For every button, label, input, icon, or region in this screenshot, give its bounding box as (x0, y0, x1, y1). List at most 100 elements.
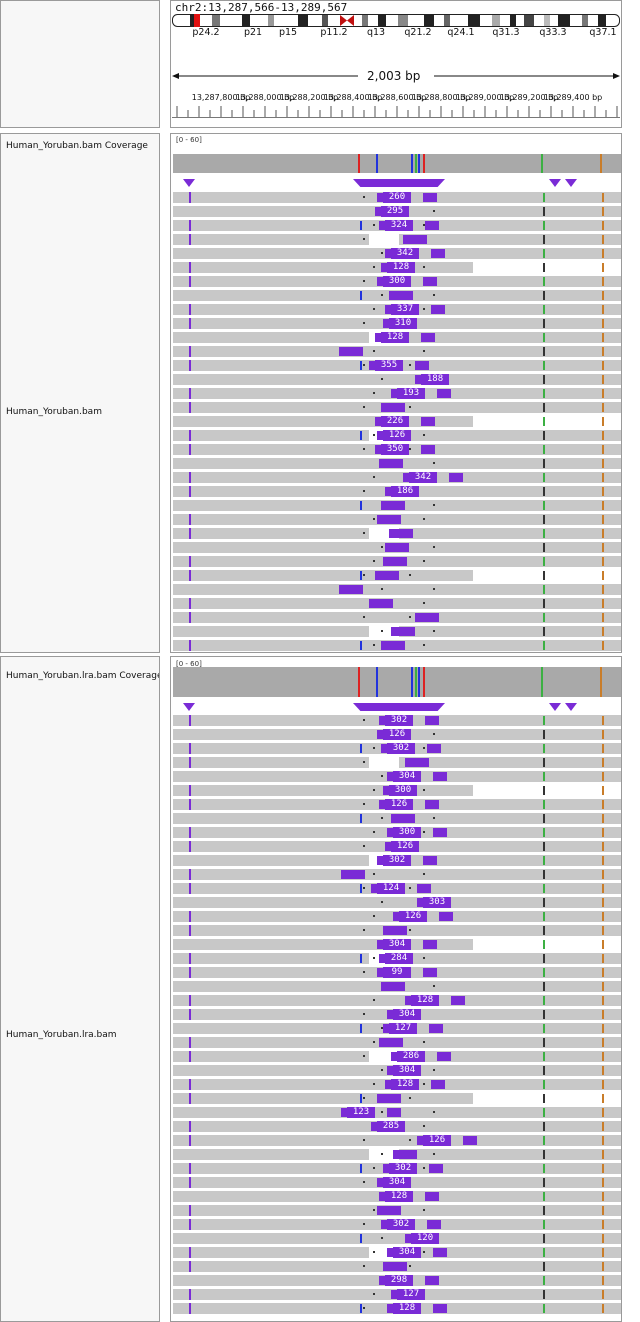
read-row[interactable]: 342 (173, 472, 621, 483)
coverage-track-label[interactable]: Human_Yoruban.bam Coverage (6, 141, 148, 151)
read-row[interactable] (173, 556, 621, 567)
read-row[interactable]: 126 (173, 911, 621, 922)
read-row[interactable]: 124 (173, 883, 621, 894)
insertion-marker (189, 262, 191, 273)
read-row[interactable]: 126 (173, 729, 621, 740)
data-panel-1[interactable]: [0 - 60] 260 295 324 342 128 300 337 310 128 355 1… (170, 133, 622, 653)
alignment-track-label[interactable]: Human_Yoruban.lra.bam (6, 1030, 117, 1040)
read-row[interactable]: 126 (173, 430, 621, 441)
read-row[interactable] (173, 1261, 621, 1272)
read-row[interactable]: 128 (173, 332, 621, 343)
read-row[interactable]: 304 (173, 1247, 621, 1258)
read-row[interactable]: 126 (173, 799, 621, 810)
read-row[interactable] (173, 598, 621, 609)
read-row[interactable]: 302 (173, 1219, 621, 1230)
mismatch-dot (373, 434, 375, 436)
insertion-cluster-icon (353, 703, 445, 711)
read-row[interactable]: 128 (173, 1079, 621, 1090)
read-row[interactable]: 302 (173, 743, 621, 754)
read-row[interactable]: 342 (173, 248, 621, 259)
read-row[interactable] (173, 514, 621, 525)
read-row[interactable]: 324 (173, 220, 621, 231)
read-row[interactable]: 337 (173, 304, 621, 315)
read-row[interactable] (173, 528, 621, 539)
read-row[interactable]: 128 (173, 1191, 621, 1202)
read-row[interactable] (173, 402, 621, 413)
read-row[interactable] (173, 757, 621, 768)
read-row[interactable]: 304 (173, 771, 621, 782)
read-row[interactable] (173, 542, 621, 553)
read-row[interactable]: 186 (173, 486, 621, 497)
read-row[interactable]: 128 (173, 995, 621, 1006)
read-row[interactable] (173, 500, 621, 511)
read-row[interactable]: 128 (173, 262, 621, 273)
read-row[interactable]: 193 (173, 388, 621, 399)
read-row[interactable]: 303 (173, 897, 621, 908)
coverage-track[interactable] (173, 154, 621, 173)
read-row[interactable] (173, 813, 621, 824)
data-panel-2[interactable]: [0 - 60] 302 126 302 304 300 126 300 126 302 124 3… (170, 656, 622, 1322)
read-row[interactable]: 302 (173, 855, 621, 866)
read-row[interactable] (173, 1205, 621, 1216)
read-segment (173, 939, 473, 950)
chromosome-ideogram[interactable] (172, 14, 620, 27)
read-row[interactable] (173, 290, 621, 301)
read-row[interactable]: 298 (173, 1275, 621, 1286)
read-row[interactable] (173, 612, 621, 623)
read-row[interactable]: 300 (173, 827, 621, 838)
read-row[interactable]: 120 (173, 1233, 621, 1244)
read-row[interactable] (173, 234, 621, 245)
read-row[interactable]: 302 (173, 1163, 621, 1174)
read-row[interactable] (173, 570, 621, 581)
read-row[interactable] (173, 1149, 621, 1160)
read-row[interactable]: 300 (173, 276, 621, 287)
ruler-position-label: 13,288,000 bp (235, 93, 295, 102)
read-row[interactable]: 126 (173, 1135, 621, 1146)
read-row[interactable]: 127 (173, 1289, 621, 1300)
read-row[interactable]: 285 (173, 1121, 621, 1132)
read-row[interactable]: 126 (173, 841, 621, 852)
read-row[interactable]: 99 (173, 967, 621, 978)
read-row[interactable]: 350 (173, 444, 621, 455)
insertion-marker (189, 1093, 191, 1104)
read-row[interactable]: 226 (173, 416, 621, 427)
read-row[interactable]: 310 (173, 318, 621, 329)
read-row[interactable]: 355 (173, 360, 621, 371)
read-row[interactable]: 304 (173, 1177, 621, 1188)
snv-mark (360, 431, 362, 440)
read-row[interactable] (173, 626, 621, 637)
coverage-track[interactable] (173, 667, 621, 697)
alignment-track-label[interactable]: Human_Yoruban.bam (6, 407, 102, 417)
read-row[interactable]: 127 (173, 1023, 621, 1034)
read-row[interactable]: 304 (173, 939, 621, 950)
read-row[interactable]: 302 (173, 715, 621, 726)
read-row[interactable]: 188 (173, 374, 621, 385)
mismatch-dot (433, 462, 435, 464)
mismatch-dot (433, 733, 435, 735)
read-row[interactable] (173, 869, 621, 880)
mismatch-dot (381, 1153, 383, 1155)
read-row[interactable]: 300 (173, 785, 621, 796)
mismatch-dot (381, 294, 383, 296)
read-row[interactable] (173, 1037, 621, 1048)
read-row[interactable] (173, 981, 621, 992)
read-row[interactable] (173, 346, 621, 357)
mismatch-dot (423, 1041, 425, 1043)
read-row[interactable]: 123 (173, 1107, 621, 1118)
read-row[interactable]: 304 (173, 1065, 621, 1076)
mismatch-dot (433, 294, 435, 296)
read-row[interactable]: 286 (173, 1051, 621, 1062)
read-row[interactable]: 295 (173, 206, 621, 217)
read-row[interactable] (173, 640, 621, 651)
read-row[interactable] (173, 1093, 621, 1104)
mismatch-dot (373, 1293, 375, 1295)
read-row[interactable]: 260 (173, 192, 621, 203)
read-row[interactable] (173, 584, 621, 595)
mismatch-dot (381, 901, 383, 903)
read-row[interactable]: 304 (173, 1009, 621, 1020)
coverage-track-label[interactable]: Human_Yoruban.lra.bam Coverage (6, 671, 160, 681)
read-row[interactable] (173, 458, 621, 469)
read-row[interactable]: 284 (173, 953, 621, 964)
read-row[interactable]: 128 (173, 1303, 621, 1314)
read-row[interactable] (173, 925, 621, 936)
